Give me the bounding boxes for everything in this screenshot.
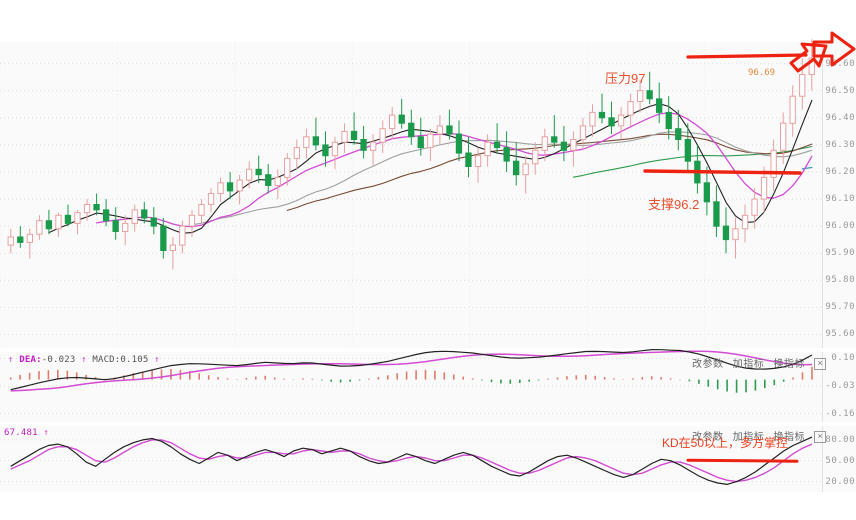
kdj-canvas: [0, 436, 822, 485]
last-price-label: 96.69: [748, 68, 776, 78]
axis-tick-label: 95.80: [825, 275, 855, 286]
kdj-close-icon[interactable]: ×: [814, 431, 827, 444]
kdj-axis: 80.00 50.00 20.00: [822, 426, 856, 492]
macd-arrow-2: ↑: [81, 355, 87, 365]
dea-value: -0.023: [41, 355, 76, 365]
kdj-toolbar[interactable]: 改参数 加指标 换指标 ×: [692, 428, 827, 444]
axis-tick-label: 95.90: [825, 248, 855, 259]
macd-value: 0.105: [120, 355, 149, 365]
axis-tick-label: 96.20: [825, 166, 855, 177]
axis-tick-label: 50.00: [825, 455, 855, 466]
macd-change-params-button[interactable]: 改参数: [692, 359, 724, 370]
axis-tick-label: 96.00: [825, 221, 855, 232]
axis-tick-label: 96.60: [825, 58, 855, 69]
macd-arrow-3: ↑: [154, 355, 160, 365]
axis-tick-label: 0.10: [831, 353, 855, 364]
kdj-value: 67.481: [4, 428, 38, 438]
macd-label: MACD:: [92, 355, 121, 365]
price-chart-panel[interactable]: [0, 39, 823, 348]
macd-switch-indicator-button[interactable]: 换指标: [773, 359, 806, 370]
macd-readout: ↑ DEA:-0.023 ↑ MACD:0.105 ↑: [8, 355, 160, 365]
macd-close-icon[interactable]: ×: [814, 358, 827, 371]
macd-axis: 0.10 -0.03 -0.16: [822, 352, 856, 422]
axis-tick-label: 95.70: [825, 302, 855, 313]
resistance-annotation: 压力97: [605, 71, 646, 86]
support-annotation: 支撑96.2: [648, 197, 700, 212]
axis-tick-label: 80.00: [825, 434, 855, 445]
macd-canvas: [0, 349, 822, 414]
axis-tick-label: 96.30: [825, 139, 855, 150]
kdj-panel[interactable]: [0, 426, 822, 492]
dea-label: DEA:: [19, 355, 42, 365]
kdj-arrow: ↑: [43, 428, 49, 438]
kdj-annotation: KD在50以上，多方掌控: [662, 436, 789, 450]
macd-add-indicator-button[interactable]: 加指标: [732, 359, 765, 370]
kdj-change-params-button[interactable]: 改参数: [692, 432, 724, 443]
axis-tick-label: 96.40: [825, 112, 855, 123]
axis-tick-label: -0.16: [825, 408, 855, 419]
macd-panel[interactable]: [0, 349, 822, 422]
axis-tick-label: 20.00: [825, 476, 855, 487]
axis-tick-label: 96.10: [825, 194, 855, 205]
kdj-switch-indicator-button[interactable]: 换指标: [773, 432, 806, 443]
kdj-readout: 67.481 ↑: [4, 428, 49, 438]
axis-tick-label: 96.50: [825, 85, 855, 96]
macd-toolbar[interactable]: 改参数 加指标 换指标 ×: [692, 355, 827, 371]
axis-tick-label: -0.03: [825, 380, 855, 391]
axis-tick-label: 95.60: [825, 329, 855, 340]
macd-arrow-1: ↑: [8, 355, 14, 365]
kdj-add-indicator-button[interactable]: 加指标: [732, 432, 765, 443]
price-axis: 96.60 96.50 96.40 96.30 96.20 96.10 96.00 95.90…: [822, 42, 856, 348]
